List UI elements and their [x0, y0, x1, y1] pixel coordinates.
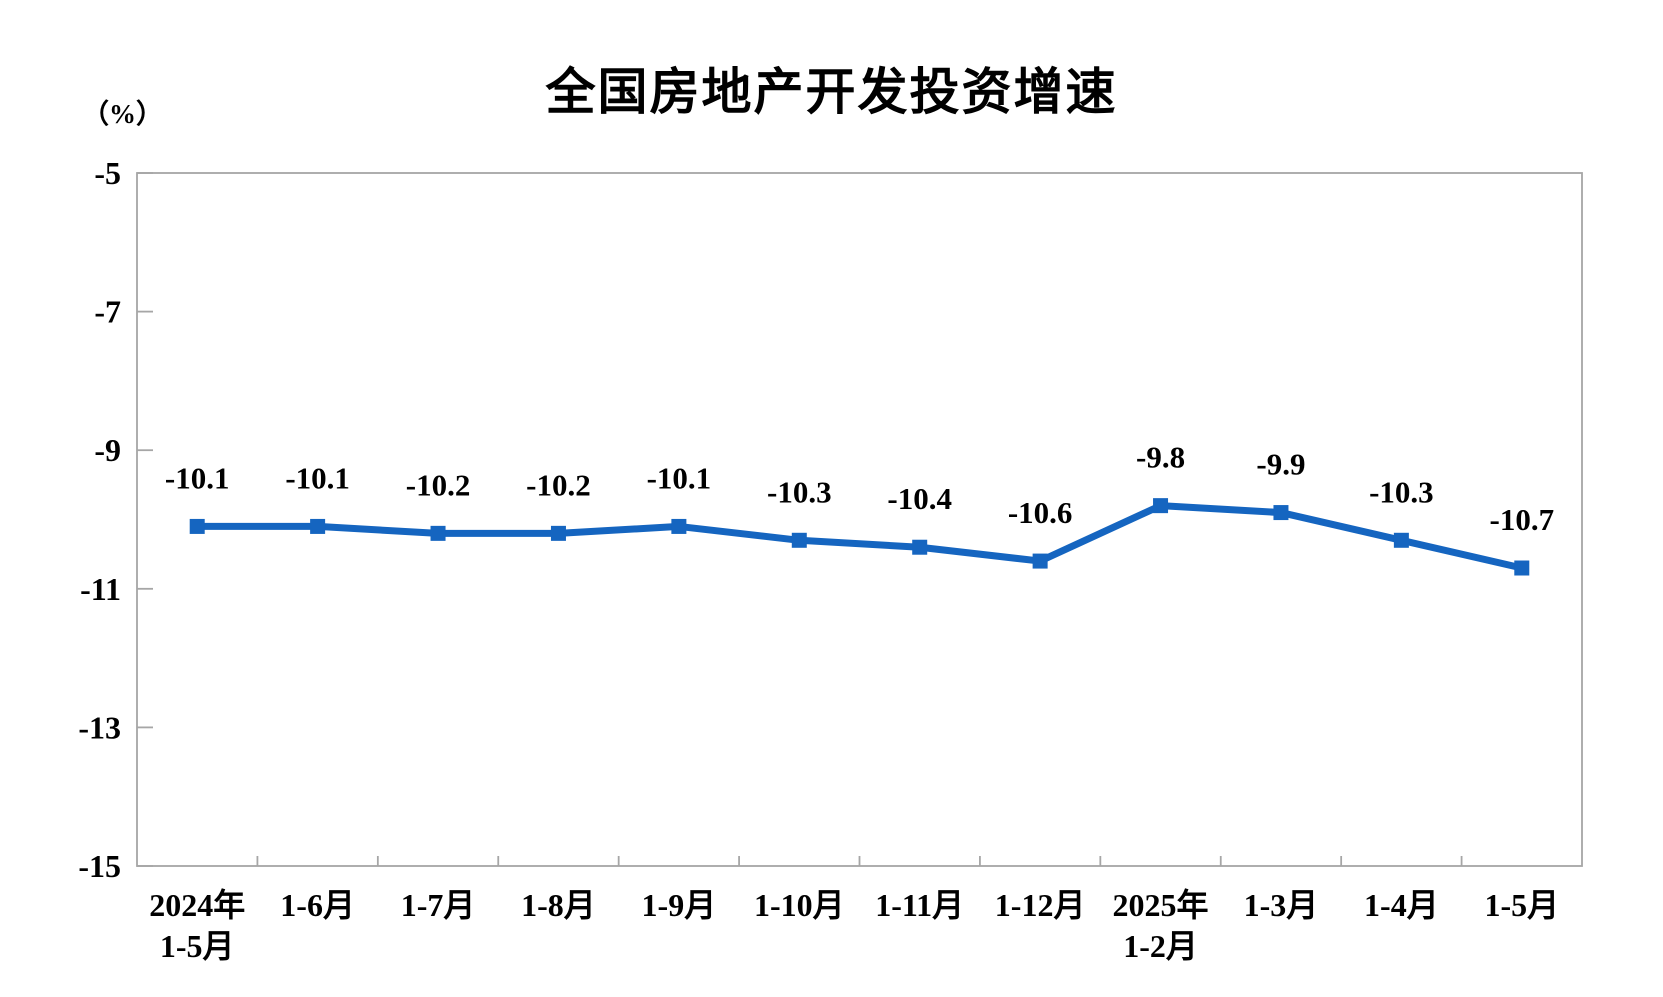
data-point-marker — [912, 539, 928, 555]
data-point-label: -10.2 — [406, 467, 471, 502]
data-point-label: -9.8 — [1136, 440, 1185, 475]
x-axis-tick-label: 1-12月 — [995, 887, 1086, 923]
x-axis-tick-label: 1-3月 — [1244, 887, 1319, 923]
data-point-marker — [1514, 560, 1530, 576]
y-axis-unit-label: （%） — [82, 99, 163, 129]
x-axis-tick-label: 2024年 1-5月 — [149, 887, 245, 964]
data-line — [193, 502, 1526, 572]
data-point-marker — [1032, 553, 1048, 569]
x-axis-tick-label: 1-4月 — [1364, 887, 1439, 923]
data-point-label: -10.1 — [647, 460, 712, 495]
x-axis-tick-label: 1-7月 — [401, 887, 476, 923]
y-axis-tick-label: -11 — [80, 571, 121, 607]
data-point-marker — [791, 532, 807, 548]
plot-area-border — [136, 172, 1583, 867]
x-axis-tick-label: 1-10月 — [754, 887, 845, 923]
data-point-label: -10.3 — [767, 474, 832, 509]
data-point-label: -9.9 — [1256, 447, 1305, 482]
x-axis-tick-label: 1-11月 — [875, 887, 964, 923]
data-point-label: -10.1 — [285, 460, 350, 495]
data-point-marker — [189, 518, 205, 534]
data-point-marker — [1393, 532, 1409, 548]
data-point-label: -10.6 — [1008, 495, 1073, 530]
y-axis-tick-label: -13 — [78, 709, 121, 745]
data-point-marker — [550, 525, 566, 541]
x-axis-tick-label: 1-9月 — [642, 887, 717, 923]
data-point-marker — [671, 518, 687, 534]
y-axis-tick-label: -15 — [78, 848, 121, 884]
data-point-label: -10.7 — [1490, 502, 1555, 537]
y-axis-tick-label: -5 — [94, 155, 121, 191]
x-axis-tick-label: 1-5月 — [1484, 887, 1559, 923]
data-point-label: -10.1 — [165, 460, 230, 495]
data-point-marker — [1153, 498, 1169, 514]
data-point-marker — [310, 518, 326, 534]
data-point-marker — [1273, 505, 1289, 521]
data-point-label: -10.3 — [1369, 474, 1434, 509]
x-axis-tick-label: 2025年 1-2月 — [1113, 887, 1209, 964]
chart-title: 全国房地产开发投资增速 — [545, 64, 1118, 120]
data-point-label: -10.4 — [887, 481, 952, 516]
data-point-marker — [430, 525, 446, 541]
x-axis-tick-label: 1-6月 — [280, 887, 355, 923]
data-point-label: -10.2 — [526, 467, 591, 502]
y-axis-tick-label: -7 — [94, 294, 121, 330]
x-axis-tick-label: 1-8月 — [521, 887, 596, 923]
y-axis-tick-label: -9 — [94, 432, 121, 468]
